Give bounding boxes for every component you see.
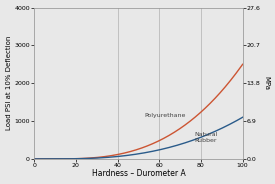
Y-axis label: Load PSI at 10% Deflection: Load PSI at 10% Deflection <box>6 36 12 130</box>
Y-axis label: MPa: MPa <box>263 76 270 90</box>
Text: Polyurethane: Polyurethane <box>145 113 186 118</box>
X-axis label: Hardness – Durometer A: Hardness – Durometer A <box>92 169 185 178</box>
Text: Natural
Rubber: Natural Rubber <box>195 132 218 143</box>
